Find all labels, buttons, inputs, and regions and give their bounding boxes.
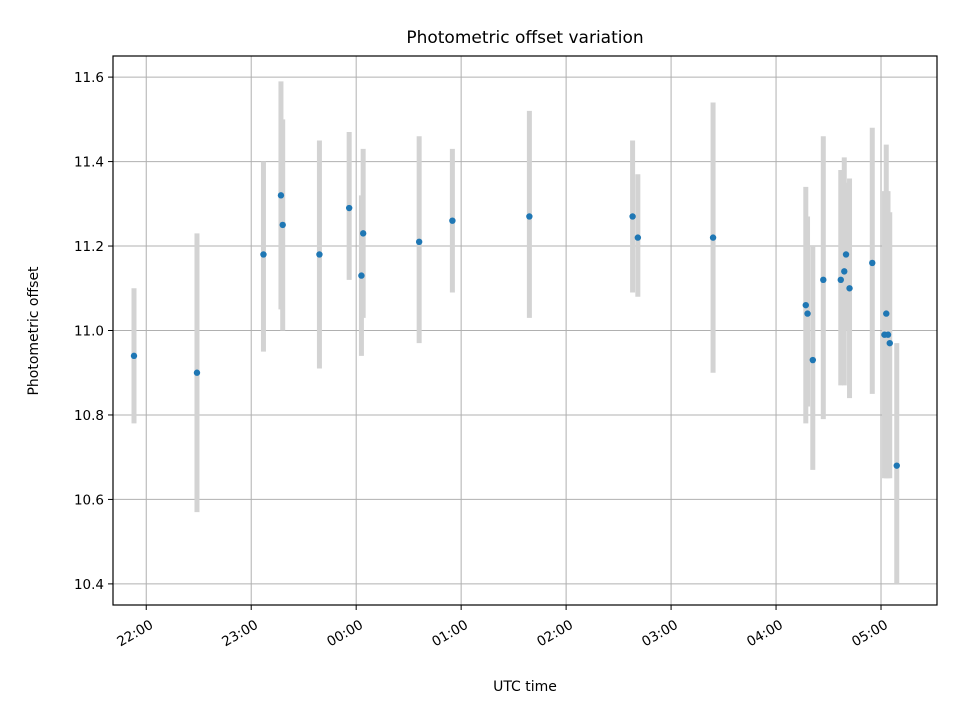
data-point bbox=[820, 276, 827, 284]
grid-lines bbox=[113, 56, 937, 605]
data-point bbox=[193, 369, 201, 376]
data-point bbox=[449, 217, 456, 224]
data-point bbox=[359, 230, 367, 237]
data-point bbox=[526, 213, 533, 220]
x-tick-label: 23:00 bbox=[219, 617, 261, 650]
data-point bbox=[869, 259, 876, 267]
data-point bbox=[358, 272, 365, 279]
y-tick-label: 10.6 bbox=[74, 492, 104, 508]
data-point bbox=[279, 221, 286, 229]
data-point bbox=[893, 462, 900, 469]
x-tick-label: 04:00 bbox=[744, 617, 786, 650]
data-point bbox=[316, 251, 323, 258]
y-tick-label: 11.6 bbox=[74, 70, 104, 86]
data-point bbox=[260, 251, 267, 258]
y-tick-label: 11.0 bbox=[74, 324, 104, 340]
data-point bbox=[629, 213, 636, 220]
data-point bbox=[802, 301, 809, 309]
x-tick-label: 02:00 bbox=[534, 617, 576, 650]
data-point bbox=[841, 268, 848, 275]
data-point bbox=[842, 251, 850, 258]
data-point bbox=[883, 310, 890, 317]
data-point bbox=[345, 204, 353, 212]
data-point bbox=[634, 234, 642, 241]
data-point bbox=[837, 276, 844, 284]
data-point bbox=[886, 339, 893, 347]
y-tick-label: 11.2 bbox=[74, 239, 104, 255]
x-tick-label: 01:00 bbox=[429, 617, 471, 650]
x-axis-ticks: 22:00 23:00 00:00 01:00 02:00 03:00 04:00 05:00 bbox=[114, 605, 891, 650]
x-axis-label: UTC time bbox=[493, 679, 557, 695]
data-point bbox=[277, 192, 285, 199]
data-point bbox=[809, 356, 816, 364]
x-tick-label: 05:00 bbox=[849, 617, 891, 650]
data-point bbox=[130, 352, 138, 360]
data-point bbox=[415, 238, 423, 246]
y-tick-label: 10.8 bbox=[74, 408, 104, 424]
x-tick-label: 03:00 bbox=[639, 617, 681, 650]
data-point bbox=[804, 310, 811, 317]
data-point bbox=[709, 234, 717, 241]
error-bars bbox=[131, 81, 900, 584]
data-points bbox=[130, 192, 900, 469]
x-tick-label: 22:00 bbox=[114, 617, 156, 650]
y-tick-label: 10.4 bbox=[74, 577, 104, 593]
y-axis-label: Photometric offset bbox=[26, 266, 42, 396]
data-point bbox=[846, 285, 853, 292]
x-tick-label: 00:00 bbox=[324, 617, 366, 650]
y-axis-ticks: 10.4 10.6 10.8 11.0 11.2 11.4 11.6 bbox=[74, 70, 113, 593]
data-point bbox=[884, 331, 892, 338]
y-tick-label: 11.4 bbox=[74, 155, 104, 171]
chart-title: Photometric offset variation bbox=[406, 28, 643, 48]
